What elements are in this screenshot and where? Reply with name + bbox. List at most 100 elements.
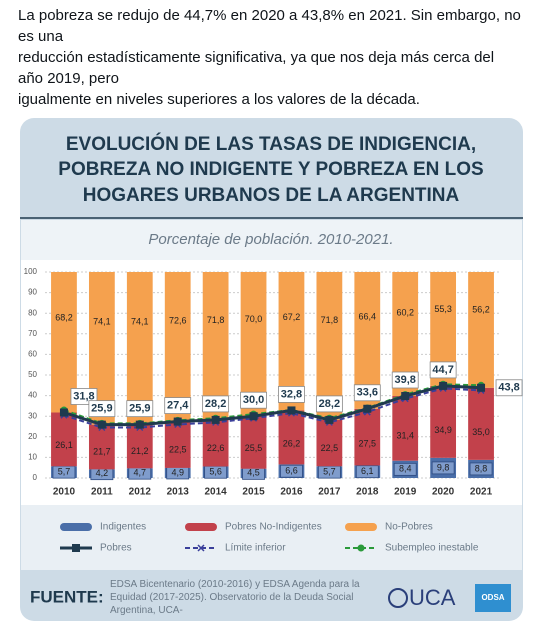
value-label: 55,3 (434, 304, 452, 314)
value-label: 68,2 (55, 313, 73, 323)
logo-uca: UCA (409, 585, 456, 610)
value-label: 21,7 (93, 447, 111, 457)
legend-label: Pobres No-Indigentes (225, 522, 322, 533)
value-label: 5,7 (323, 467, 336, 477)
line-label-box (88, 400, 116, 418)
line-label: 28,2 (319, 398, 340, 410)
y-tick-label: 10 (28, 453, 37, 462)
value-label: 22,5 (321, 443, 339, 453)
value-label: 67,2 (283, 312, 301, 322)
bar-segment (126, 272, 153, 425)
legend-swatch (185, 523, 217, 531)
value-label: 74,1 (93, 317, 111, 327)
line-label: 39,8 (394, 374, 415, 386)
footer-label: FUENTE: (30, 587, 104, 606)
line-label-box (278, 386, 305, 403)
value-label: 8,4 (399, 464, 412, 474)
x-tick-label: 2015 (242, 487, 265, 498)
legend-label: Indigentes (100, 522, 146, 533)
value-label: 25,5 (245, 443, 263, 453)
marker (59, 408, 68, 417)
line-label-box (495, 379, 523, 397)
bar-segment (164, 272, 191, 422)
marker (97, 420, 106, 429)
value-label: 4,7 (134, 468, 147, 478)
legend-label: Límite inferior (225, 543, 286, 554)
tweet-line: reducción estadísticamente significativa… (18, 49, 495, 87)
x-tick-label: 2014 (205, 487, 228, 498)
line-label: 32,8 (281, 388, 302, 400)
bar-segment (354, 408, 381, 466)
value-label: 60,2 (396, 307, 414, 317)
y-tick-label: 50 (28, 370, 37, 379)
value-label: 22,6 (207, 443, 225, 453)
y-tick-label: 20 (28, 432, 37, 441)
line-label-box (126, 400, 154, 418)
line-label-box (353, 384, 381, 402)
bar-segment (240, 416, 267, 469)
line-label: 44,7 (432, 364, 453, 376)
x-tick-label: 2010 (53, 487, 76, 498)
marker (135, 420, 144, 429)
line (63, 384, 482, 427)
value-label-box (355, 465, 379, 479)
value-label: 31,4 (396, 430, 414, 440)
x-tick-label: 2018 (356, 487, 379, 498)
x-tick-label: 2013 (167, 487, 190, 498)
bar-segment (392, 396, 419, 461)
value-label: 4,5 (247, 468, 260, 478)
footer-source: EDSA Bicentenario (2010-2016) y EDSA Age… (110, 579, 360, 616)
bar-segment (468, 272, 494, 388)
marker (287, 406, 296, 415)
legend-marker (197, 544, 205, 552)
marker (363, 404, 372, 413)
chart-subtitle: Porcentaje de población. 2010-2021. (148, 231, 393, 248)
y-tick-label: 100 (24, 267, 38, 276)
value-label: 27,5 (359, 438, 377, 448)
value-label: 66,4 (359, 312, 377, 322)
value-label: 5,6 (209, 467, 222, 477)
y-tick-label: 60 (28, 350, 37, 359)
value-label-box (431, 461, 455, 475)
marker (439, 381, 448, 390)
y-tick-label: 0 (33, 473, 38, 482)
value-label: 26,2 (283, 438, 301, 448)
line-label: 25,9 (91, 403, 112, 415)
value-label: 26,1 (55, 440, 73, 450)
y-tick-label: 90 (28, 288, 37, 297)
bar-segment (202, 272, 229, 420)
y-tick-label: 70 (28, 329, 37, 338)
value-label: 34,9 (434, 425, 452, 435)
value-label: 5,7 (58, 467, 71, 477)
bar-segment (51, 412, 77, 467)
x-tick-label: 2020 (432, 487, 455, 498)
legend-label: Pobres (100, 543, 132, 554)
line-label-box (391, 371, 419, 389)
y-tick-label: 40 (28, 391, 37, 400)
x-tick-label: 2017 (318, 487, 341, 498)
value-label: 6,1 (361, 466, 374, 476)
marker (477, 383, 486, 392)
logo-emblem (388, 588, 408, 608)
x-tick-label: 2021 (470, 487, 493, 498)
legend-label: No-Pobres (385, 522, 433, 533)
bar-segment (202, 419, 229, 467)
x-tick-label: 2011 (91, 487, 113, 498)
value-label: 4,2 (96, 468, 109, 478)
tweet-line: La pobreza se redujo de 44,7% en 2020 a … (18, 7, 521, 45)
bar-segment (468, 387, 494, 460)
bar-segment (316, 272, 343, 420)
tweet-line: igualmente en niveles superiores a los v… (18, 91, 420, 108)
marker (325, 415, 334, 424)
line-label-box (164, 397, 192, 414)
marker (401, 392, 410, 401)
legend-swatch (60, 523, 92, 531)
legend-label: Subempleo inestable (385, 543, 479, 554)
legend-swatch (345, 523, 377, 531)
bar-segment (164, 421, 191, 468)
bar-segment (88, 424, 115, 470)
value-label-box (469, 462, 493, 476)
value-label: 4,9 (171, 467, 184, 477)
